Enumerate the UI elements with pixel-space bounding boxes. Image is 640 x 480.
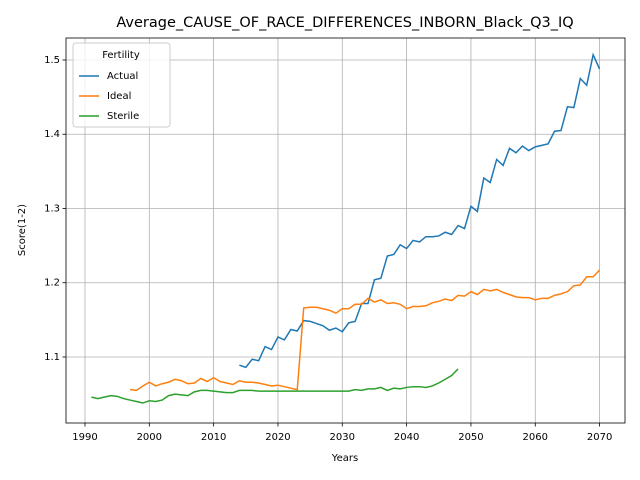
x-tick-label: 2060	[523, 432, 548, 443]
y-axis-label: Score(1-2)	[17, 204, 28, 256]
legend-title: Fertility	[102, 50, 140, 61]
legend-label: Sterile	[107, 111, 139, 122]
line-series	[129, 269, 601, 392]
x-axis-label: Years	[331, 453, 358, 464]
x-tick-label: 2010	[201, 432, 226, 443]
y-tick-label: 1.2	[44, 278, 60, 289]
y-tick-label: 1.4	[44, 129, 60, 140]
x-tick-label: 2050	[458, 432, 483, 443]
x-tick-label: 2040	[394, 432, 419, 443]
y-tick-label: 1.3	[44, 203, 60, 214]
x-tick-label: 2030	[330, 432, 355, 443]
line-series	[239, 52, 601, 369]
legend-box	[72, 42, 171, 128]
y-tick-label: 1.5	[44, 55, 60, 66]
plot-frame	[65, 37, 626, 424]
line-series	[91, 368, 459, 404]
x-tick-label: 2070	[587, 432, 612, 443]
legend-label: Ideal	[107, 91, 131, 102]
x-tick-label: 1990	[72, 432, 97, 443]
chart-title: Average_CAUSE_OF_RACE_DIFFERENCES_INBORN…	[116, 15, 573, 31]
x-tick-label: 2000	[137, 432, 162, 443]
legend-label: Actual	[107, 71, 138, 82]
x-tick-label: 2020	[265, 432, 290, 443]
y-tick-label: 1.1	[44, 352, 60, 363]
